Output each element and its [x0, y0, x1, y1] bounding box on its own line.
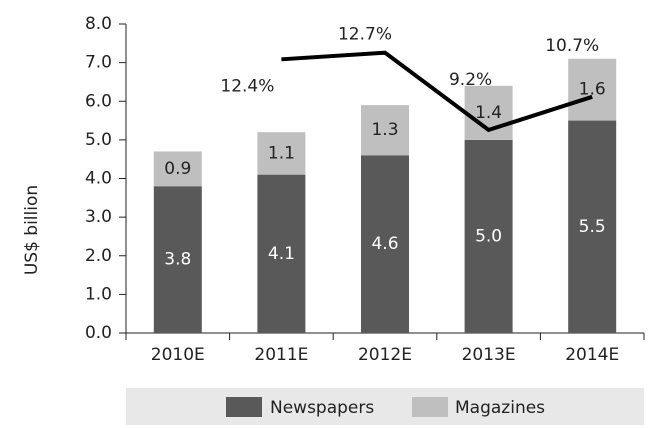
legend-label: Newspapers	[270, 398, 374, 418]
y-tick-label: 3.0	[85, 207, 112, 227]
bar-segment	[568, 58, 617, 121]
data-label: 3.8	[164, 250, 191, 270]
legend-box	[126, 388, 644, 425]
data-label: 1.6	[579, 80, 606, 100]
bar-segment	[568, 120, 617, 333]
legend-label: Magazines	[455, 398, 545, 418]
bar-segment	[361, 155, 409, 333]
growth-label: 12.4%	[220, 76, 274, 96]
bar-segment	[464, 139, 513, 333]
data-label: 5.5	[579, 217, 606, 237]
growth-label: 10.7%	[545, 36, 599, 56]
data-label: 1.3	[371, 120, 398, 140]
bar-segment	[257, 132, 306, 175]
data-label: 1.1	[268, 143, 295, 163]
x-tick-label: 2014E	[565, 345, 619, 365]
growth-line	[281, 50, 593, 133]
growth-label: 9.2%	[449, 70, 492, 90]
x-tick-label: 2011E	[254, 345, 308, 365]
y-tick-label: 5.0	[85, 130, 112, 150]
data-label: 4.1	[268, 244, 295, 264]
data-label: 1.4	[475, 103, 502, 123]
legend-swatch	[226, 397, 262, 417]
data-label: 0.9	[164, 159, 191, 179]
y-tick-label: 8.0	[85, 14, 112, 34]
x-tick-label: 2010E	[151, 345, 205, 365]
data-label: 5.0	[475, 226, 502, 246]
bar-segment	[153, 151, 202, 187]
growth-label: 12.7%	[338, 25, 392, 45]
x-tick-label: 2013E	[462, 345, 516, 365]
y-tick-label: 7.0	[85, 53, 112, 73]
y-axis-label: US$ billion	[22, 185, 42, 275]
legend-swatch	[412, 397, 448, 417]
y-tick-label: 4.0	[85, 169, 112, 189]
bar-segment	[257, 174, 306, 333]
x-tick-label: 2012E	[358, 345, 412, 365]
y-tick-label: 2.0	[85, 246, 112, 266]
bar-segment	[153, 186, 202, 333]
bar-segment	[361, 105, 409, 156]
data-label: 4.6	[371, 234, 398, 254]
y-tick-label: 0.0	[85, 323, 112, 343]
y-tick-label: 1.0	[85, 284, 112, 304]
y-tick-label: 6.0	[85, 91, 112, 111]
